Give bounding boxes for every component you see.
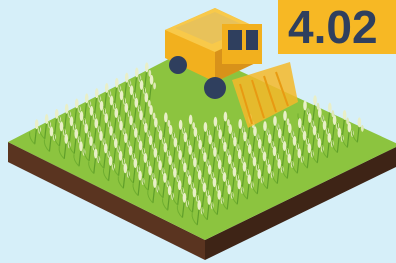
scene: 4.02 <box>0 0 396 263</box>
badge-label: 4.02 <box>288 2 378 52</box>
badge: 4.02 <box>278 0 396 54</box>
